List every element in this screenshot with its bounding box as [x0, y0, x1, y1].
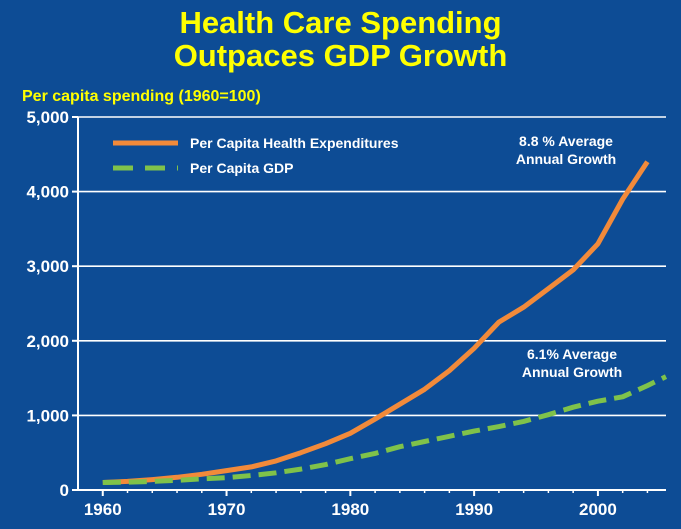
series-lines — [102, 160, 668, 485]
x-tick-label: 1980 — [331, 500, 369, 519]
annotation-line-2: Annual Growth — [522, 364, 622, 380]
y-tick-label: 4,000 — [26, 183, 69, 202]
x-tick-label: 1990 — [455, 500, 493, 519]
x-tick-label: 1970 — [208, 500, 246, 519]
gdp-line — [102, 374, 668, 485]
x-tick-label: 1960 — [84, 500, 122, 519]
y-tick-labels: 0 1,000 2,000 3,000 4,000 5,000 — [26, 108, 69, 500]
x-tick-label: 2000 — [579, 500, 617, 519]
legend-label-gdp: Per Capita GDP — [190, 160, 293, 176]
y-tick-label: 1,000 — [26, 406, 69, 425]
annotation-line-1: 8.8 % Average — [519, 133, 613, 149]
health-expenditures-line — [102, 160, 650, 485]
y-axis-label: Per capita spending (1960=100) — [22, 88, 261, 105]
title-line-2: Outpaces GDP Growth — [173, 38, 508, 73]
annotation-line-1: 6.1% Average — [527, 346, 617, 362]
gridlines — [78, 116, 666, 417]
legend: Per Capita Health Expenditures Per Capita… — [113, 135, 399, 176]
y-tick-label: 0 — [60, 481, 69, 500]
annotation-line-2: Annual Growth — [516, 151, 616, 167]
title-line-1: Health Care Spending — [179, 5, 502, 40]
x-tick-labels: 1960 1970 1980 1990 2000 — [84, 500, 617, 519]
y-tick-label: 5,000 — [26, 108, 69, 127]
chart-title: Health Care Spending Outpaces GDP Growth — [0, 6, 681, 72]
y-tick-label: 3,000 — [26, 257, 69, 276]
axes — [72, 116, 666, 496]
y-tick-label: 2,000 — [26, 332, 69, 351]
annotations: 8.8 % Average Annual Growth 6.1% Average An… — [516, 133, 622, 380]
legend-label-health: Per Capita Health Expenditures — [190, 135, 399, 151]
